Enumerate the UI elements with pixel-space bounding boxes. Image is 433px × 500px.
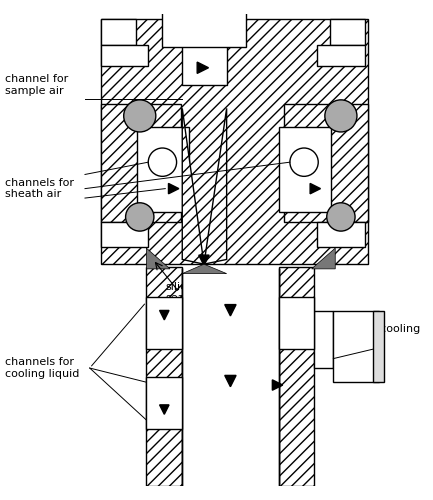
Bar [284, 104, 368, 222]
Bar [101, 104, 181, 222]
Bar [101, 45, 148, 66]
Polygon shape [146, 248, 170, 269]
Circle shape [126, 203, 154, 231]
Circle shape [325, 100, 357, 132]
Text: silicon
sealing: silicon sealing [165, 282, 205, 304]
Bar [101, 18, 136, 45]
Bar [101, 18, 368, 264]
Polygon shape [182, 108, 204, 264]
Text: channels for
sheath air: channels for sheath air [5, 178, 74, 200]
Polygon shape [204, 108, 226, 264]
Polygon shape [310, 184, 320, 194]
Bar [162, 9, 246, 47]
Text: channel for
sample air: channel for sample air [5, 74, 68, 96]
Bar [373, 312, 385, 382]
Bar [317, 45, 365, 66]
Bar [314, 312, 333, 368]
Circle shape [148, 148, 177, 176]
Circle shape [290, 148, 318, 176]
Circle shape [327, 203, 355, 231]
Bar [278, 297, 314, 349]
Bar [330, 18, 365, 45]
Circle shape [124, 100, 156, 132]
Polygon shape [199, 255, 209, 266]
Polygon shape [225, 376, 236, 386]
Polygon shape [168, 184, 179, 194]
Bar [278, 127, 330, 212]
Polygon shape [272, 380, 283, 390]
Bar [182, 18, 226, 84]
Polygon shape [182, 264, 226, 274]
Bar [317, 222, 365, 247]
Bar [278, 267, 314, 486]
Bar [101, 222, 148, 247]
Bar [182, 269, 278, 486]
Polygon shape [312, 248, 335, 269]
Polygon shape [225, 304, 236, 316]
Bar [146, 267, 182, 486]
Bar [146, 297, 182, 349]
Polygon shape [197, 62, 209, 74]
Text: channels for
cooling liquid: channels for cooling liquid [5, 357, 79, 379]
Bar [146, 378, 182, 430]
Polygon shape [160, 310, 169, 320]
Text: port for cooling
liquid: port for cooling liquid [335, 324, 420, 346]
Bar [333, 312, 379, 382]
Bar [137, 127, 189, 212]
Polygon shape [160, 405, 169, 414]
